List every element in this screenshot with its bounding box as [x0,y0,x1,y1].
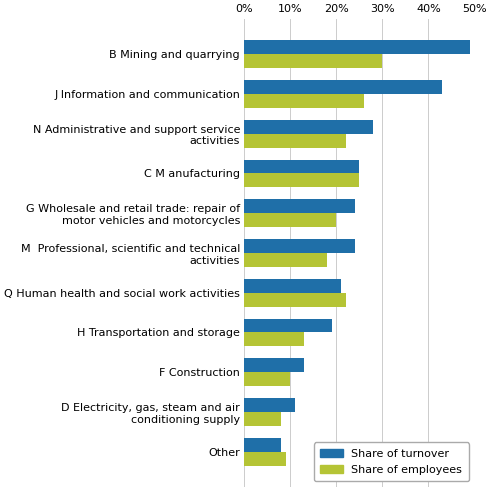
Bar [244,199,355,213]
Bar [244,120,373,134]
Bar [244,332,304,346]
Bar [244,40,470,54]
Bar [244,358,304,372]
Bar [244,319,332,332]
Legend: Share of turnover, Share of employees: Share of turnover, Share of employees [314,442,469,481]
Bar [244,398,295,412]
Bar [244,173,359,188]
Bar [244,372,290,386]
Bar [244,452,286,465]
Bar [244,438,281,452]
Bar [244,80,442,94]
Bar [244,253,327,267]
Bar [244,54,382,68]
Bar [244,279,341,293]
Bar [244,213,336,227]
Bar [244,412,281,426]
Bar [244,239,355,253]
Bar [244,293,346,306]
Bar [244,134,346,148]
Bar [244,94,364,108]
Bar [244,160,359,173]
